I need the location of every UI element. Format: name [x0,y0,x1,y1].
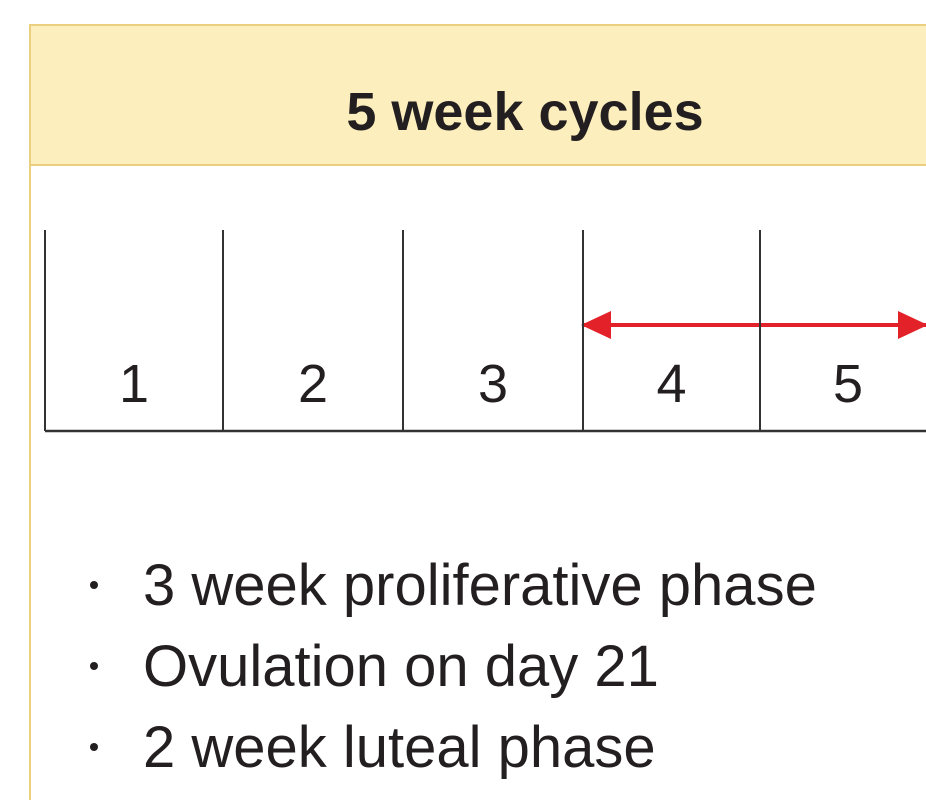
panel: 5 week cycles 1 2 3 4 5 3 week proliferative… [29,24,926,800]
week-label: 4 [656,354,686,414]
week-label: 1 [119,354,149,414]
arrow-head-right [898,311,926,339]
bullet-text: Ovulation on day 21 [143,634,659,699]
header-band [31,26,926,165]
bullet-text: 3 week proliferative phase [143,553,817,618]
timeline: 1 2 3 4 5 [44,230,926,433]
title: 5 week cycles [346,82,703,142]
bullet-dot [90,662,98,670]
week-label: 2 [298,354,328,414]
bullet-dot [90,743,98,751]
bullet-dot [90,581,98,589]
bullet-text: 2 week luteal phase [143,715,656,780]
week-label: 3 [478,354,508,414]
arrow-head-left [581,311,611,339]
week-label: 5 [833,354,863,414]
bullet-list: 3 week proliferative phase Ovulation on d… [90,553,817,780]
